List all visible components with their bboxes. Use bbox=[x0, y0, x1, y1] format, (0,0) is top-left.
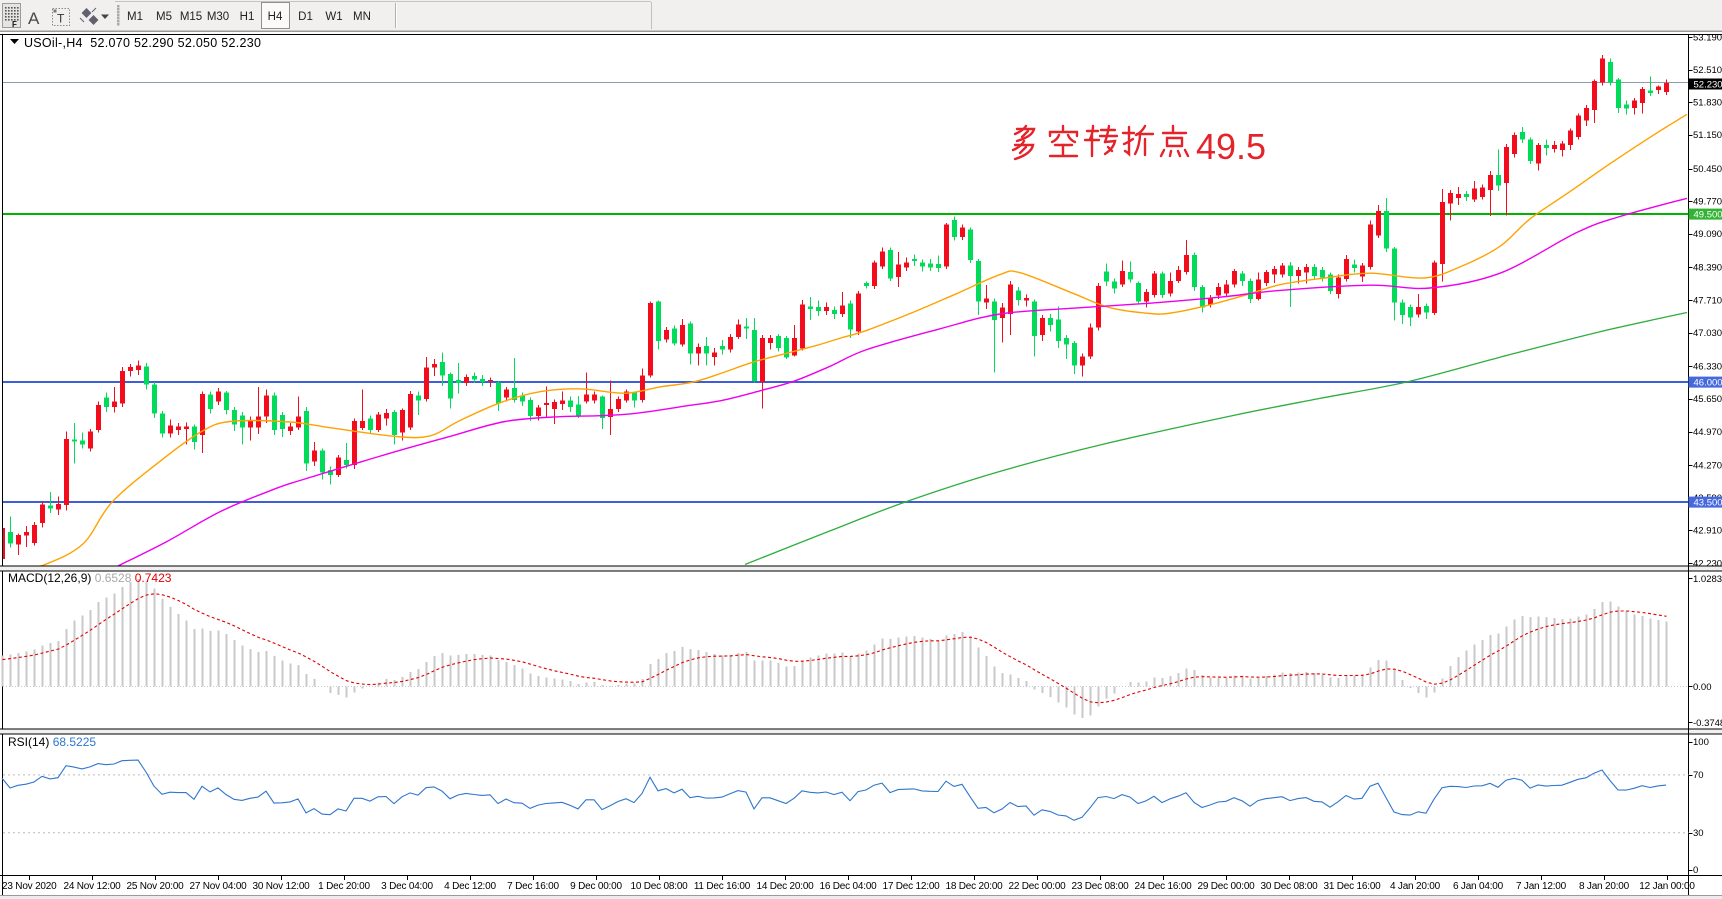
svg-text:70: 70 bbox=[1693, 770, 1704, 781]
svg-text:9 Dec 00:00: 9 Dec 00:00 bbox=[570, 881, 622, 892]
svg-text:25 Nov 20:00: 25 Nov 20:00 bbox=[126, 881, 184, 892]
svg-text:10 Dec 08:00: 10 Dec 08:00 bbox=[630, 881, 688, 892]
svg-text:0.00: 0.00 bbox=[1693, 682, 1712, 693]
svg-text:M15: M15 bbox=[180, 11, 202, 23]
svg-text:14 Dec 20:00: 14 Dec 20:00 bbox=[756, 881, 814, 892]
svg-text:H4: H4 bbox=[268, 11, 283, 23]
svg-text:MACD(12,26,9) 0.6528 0.7423: MACD(12,26,9) 0.6528 0.7423 bbox=[8, 571, 172, 585]
svg-text:-0.3748: -0.3748 bbox=[1693, 718, 1722, 729]
svg-text:22 Dec 00:00: 22 Dec 00:00 bbox=[1008, 881, 1066, 892]
svg-text:42.910: 42.910 bbox=[1693, 526, 1722, 537]
svg-text:F: F bbox=[12, 20, 17, 29]
svg-text:53.190: 53.190 bbox=[1693, 32, 1722, 43]
svg-text:MN: MN bbox=[353, 11, 371, 23]
svg-text:44.970: 44.970 bbox=[1693, 427, 1722, 438]
svg-text:46.330: 46.330 bbox=[1693, 362, 1722, 373]
svg-text:A: A bbox=[28, 9, 40, 28]
svg-text:52.510: 52.510 bbox=[1693, 65, 1722, 76]
svg-text:0: 0 bbox=[1693, 865, 1698, 876]
svg-text:49.5: 49.5 bbox=[1196, 126, 1266, 167]
svg-text:4 Dec 12:00: 4 Dec 12:00 bbox=[444, 881, 496, 892]
svg-text:7 Dec 16:00: 7 Dec 16:00 bbox=[507, 881, 559, 892]
svg-text:49.770: 49.770 bbox=[1693, 197, 1722, 208]
svg-text:49.090: 49.090 bbox=[1693, 229, 1722, 240]
svg-text:51.150: 51.150 bbox=[1693, 130, 1722, 141]
svg-text:6 Jan 04:00: 6 Jan 04:00 bbox=[1453, 881, 1504, 892]
svg-text:30 Dec 08:00: 30 Dec 08:00 bbox=[1260, 881, 1318, 892]
svg-text:27 Nov 04:00: 27 Nov 04:00 bbox=[189, 881, 247, 892]
svg-text:18 Dec 20:00: 18 Dec 20:00 bbox=[945, 881, 1003, 892]
svg-text:1 Dec 20:00: 1 Dec 20:00 bbox=[318, 881, 370, 892]
svg-text:43.500: 43.500 bbox=[1694, 497, 1722, 508]
svg-text:46.000: 46.000 bbox=[1694, 377, 1722, 388]
svg-text:45.650: 45.650 bbox=[1693, 394, 1722, 405]
svg-text:23 Dec 08:00: 23 Dec 08:00 bbox=[1071, 881, 1129, 892]
svg-text:100: 100 bbox=[1693, 737, 1709, 748]
svg-text:30 Nov 12:00: 30 Nov 12:00 bbox=[252, 881, 310, 892]
svg-text:24 Nov 12:00: 24 Nov 12:00 bbox=[63, 881, 121, 892]
svg-text:31 Dec 16:00: 31 Dec 16:00 bbox=[1323, 881, 1381, 892]
svg-text:RSI(14) 68.5225: RSI(14) 68.5225 bbox=[8, 735, 96, 749]
svg-text:4 Jan 20:00: 4 Jan 20:00 bbox=[1390, 881, 1441, 892]
svg-text:47.030: 47.030 bbox=[1693, 328, 1722, 339]
svg-text:7 Jan 12:00: 7 Jan 12:00 bbox=[1516, 881, 1567, 892]
svg-text:51.830: 51.830 bbox=[1693, 98, 1722, 109]
svg-text:M1: M1 bbox=[127, 11, 143, 23]
svg-text:23 Nov 2020: 23 Nov 2020 bbox=[2, 881, 57, 892]
svg-text:44.270: 44.270 bbox=[1693, 461, 1722, 472]
svg-text:16 Dec 04:00: 16 Dec 04:00 bbox=[819, 881, 877, 892]
svg-text:17 Dec 12:00: 17 Dec 12:00 bbox=[882, 881, 940, 892]
svg-text:H1: H1 bbox=[240, 11, 255, 23]
svg-text:42.230: 42.230 bbox=[1693, 558, 1722, 569]
svg-text:3 Dec 04:00: 3 Dec 04:00 bbox=[381, 881, 433, 892]
svg-text:W1: W1 bbox=[325, 11, 342, 23]
svg-text:48.390: 48.390 bbox=[1693, 263, 1722, 274]
svg-text:49.500: 49.500 bbox=[1694, 209, 1722, 220]
svg-text:52.230: 52.230 bbox=[1694, 79, 1722, 90]
svg-text:M5: M5 bbox=[156, 11, 172, 23]
svg-text:47.710: 47.710 bbox=[1693, 295, 1722, 306]
svg-text:1.0283: 1.0283 bbox=[1693, 574, 1722, 585]
svg-text:24 Dec 16:00: 24 Dec 16:00 bbox=[1134, 881, 1192, 892]
svg-text:11 Dec 16:00: 11 Dec 16:00 bbox=[694, 881, 751, 892]
svg-text:12 Jan 00:00: 12 Jan 00:00 bbox=[1639, 881, 1695, 892]
svg-text:29 Dec 00:00: 29 Dec 00:00 bbox=[1197, 881, 1255, 892]
svg-text:T: T bbox=[57, 12, 65, 26]
svg-text:30: 30 bbox=[1693, 828, 1704, 839]
svg-text:D1: D1 bbox=[298, 11, 313, 23]
svg-text:USOil-,H4 52.070 52.290 52.05: USOil-,H4 52.070 52.290 52.050 52.230 bbox=[24, 36, 261, 50]
svg-text:8 Jan 20:00: 8 Jan 20:00 bbox=[1579, 881, 1630, 892]
svg-text:50.450: 50.450 bbox=[1693, 164, 1722, 175]
svg-text:M30: M30 bbox=[207, 11, 229, 23]
